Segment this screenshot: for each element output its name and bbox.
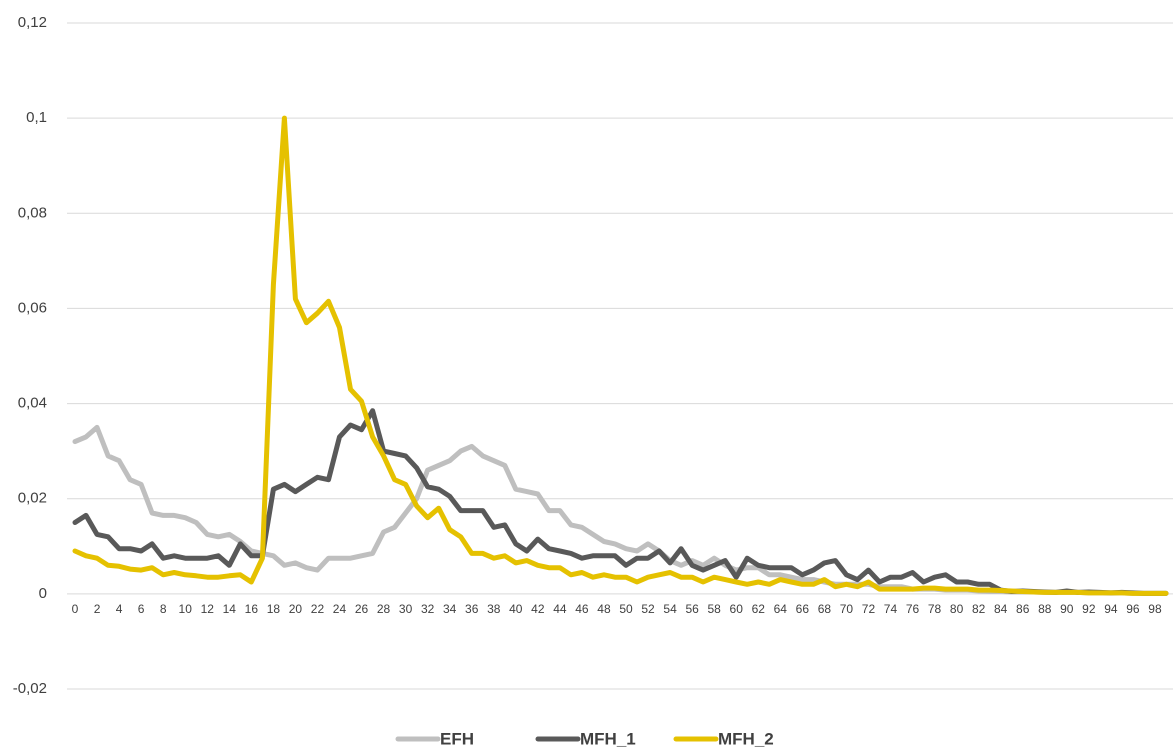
- x-tick-label: 2: [94, 602, 101, 616]
- x-tick-label: 22: [311, 602, 325, 616]
- x-tick-label: 6: [138, 602, 145, 616]
- x-tick-label: 86: [1016, 602, 1030, 616]
- y-tick-label: 0,02: [18, 490, 47, 507]
- x-tick-label: 72: [862, 602, 876, 616]
- x-tick-label: 70: [840, 602, 854, 616]
- series-line: [72, 424, 1169, 596]
- y-tick-label: -0,02: [13, 680, 47, 697]
- x-tick-label: 84: [994, 602, 1008, 616]
- x-tick-label: 80: [950, 602, 964, 616]
- x-tick-label: 58: [707, 602, 721, 616]
- x-tick-label: 8: [160, 602, 167, 616]
- x-tick-label: 94: [1104, 602, 1118, 616]
- x-tick-label: 88: [1038, 602, 1052, 616]
- x-tick-label: 38: [487, 602, 501, 616]
- y-tick-label: 0: [39, 585, 47, 602]
- x-tick-label: 56: [685, 602, 699, 616]
- y-tick-label: 0,1: [26, 109, 47, 126]
- x-tick-label: 52: [641, 602, 655, 616]
- x-tick-label: 4: [116, 602, 123, 616]
- legend-label: EFH: [440, 729, 474, 748]
- y-tick-label: 0,08: [18, 204, 47, 221]
- x-tick-label: 46: [575, 602, 589, 616]
- x-tick-label: 34: [443, 602, 457, 616]
- x-tick-label: 90: [1060, 602, 1074, 616]
- series-line: [72, 115, 1169, 596]
- x-tick-label: 26: [355, 602, 369, 616]
- x-tick-label: 66: [796, 602, 810, 616]
- x-tick-label: 60: [730, 602, 744, 616]
- x-tick-label: 42: [531, 602, 545, 616]
- x-tick-label: 0: [72, 602, 79, 616]
- x-tick-label: 20: [289, 602, 303, 616]
- x-tick-label: 30: [399, 602, 413, 616]
- series-line: [72, 408, 1169, 596]
- x-tick-label: 12: [201, 602, 215, 616]
- x-tick-label: 44: [553, 602, 567, 616]
- x-tick-label: 62: [752, 602, 766, 616]
- x-tick-label: 98: [1148, 602, 1162, 616]
- y-tick-label: 0,04: [18, 395, 47, 412]
- x-tick-label: 78: [928, 602, 942, 616]
- x-tick-label: 48: [597, 602, 611, 616]
- x-tick-label: 16: [245, 602, 259, 616]
- x-tick-label: 14: [223, 602, 237, 616]
- x-tick-label: 76: [906, 602, 920, 616]
- x-tick-label: 18: [267, 602, 281, 616]
- x-tick-label: 10: [179, 602, 193, 616]
- x-tick-label: 74: [884, 602, 898, 616]
- x-tick-label: 54: [663, 602, 677, 616]
- x-tick-label: 82: [972, 602, 986, 616]
- x-tick-label: 24: [333, 602, 347, 616]
- x-tick-label: 32: [421, 602, 435, 616]
- x-tick-label: 36: [465, 602, 479, 616]
- x-tick-label: 96: [1126, 602, 1140, 616]
- legend-label: MFH_1: [580, 729, 636, 748]
- x-tick-label: 28: [377, 602, 391, 616]
- x-tick-label: 64: [774, 602, 788, 616]
- x-tick-label: 50: [619, 602, 633, 616]
- legend-label: MFH_2: [718, 729, 774, 748]
- x-tick-label: 68: [818, 602, 832, 616]
- x-tick-label: 92: [1082, 602, 1096, 616]
- y-tick-label: 0,06: [18, 299, 47, 316]
- x-tick-label: 40: [509, 602, 523, 616]
- y-tick-label: 0,12: [18, 14, 47, 31]
